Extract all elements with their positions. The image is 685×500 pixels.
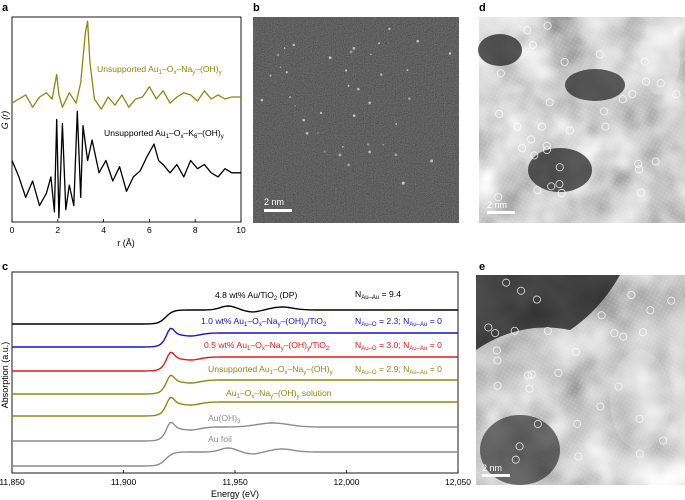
- panel-a-xtick-label: 4: [101, 225, 106, 235]
- series-label-unsupported: Unsupported Au1–Ox–Nay–(OH)y: [208, 364, 333, 376]
- series-label-1wt: 1.0 wt% Au1–Ox–Nay–(OH)y/TiO2: [201, 316, 327, 328]
- panel-a-frame: [11, 16, 242, 223]
- coord-annotation-1wt: NAu–O = 2.3; NAu–Au = 0: [355, 316, 442, 328]
- panel-a-xtick-label: 10: [236, 225, 246, 235]
- panel-c-xtick-label: 12,050: [445, 477, 471, 487]
- series-label-dp: 4.8 wt% Au/TiO2 (DP): [215, 290, 297, 302]
- panel-c-series-6: [12, 447, 458, 467]
- panel-a-xtick-label: 0: [10, 225, 15, 235]
- panel-c-xtick-label: 12,000: [334, 477, 360, 487]
- panel-c-series-5: [12, 421, 458, 442]
- coord-annotation-dp: NAu–Au = 9.4: [355, 289, 401, 301]
- panel-c-xtick-label: 11,950: [222, 477, 248, 487]
- panel-label-b: b: [253, 2, 260, 14]
- panel-c-xtick-label: 11,850: [0, 477, 25, 487]
- coord-annotation-unsupported: NAu–O = 2.9; NAu–Au = 0: [355, 364, 442, 376]
- panel-a-xlabel: r (Å): [117, 238, 135, 248]
- panel-c-series-2: [12, 351, 458, 372]
- panel-e-scale-label: 2 nm: [482, 463, 502, 473]
- panel-a-xtick-label: 6: [147, 225, 152, 235]
- series-label-solution: Au1–Ox–Nay–(OH)y solution: [226, 388, 332, 400]
- panel-d-scale-bar: [487, 211, 515, 214]
- panel-label-c: c: [2, 261, 8, 273]
- panel-d-image: 2 nm: [478, 17, 685, 223]
- panel-label-d: d: [479, 2, 486, 14]
- panel-a-xtick-label: 2: [55, 225, 60, 235]
- panel-c-xtick-label: 11,900: [111, 477, 137, 487]
- panel-c-series-0: [12, 305, 458, 325]
- panel-c-series-1: [12, 327, 458, 348]
- panel-c-ylabel: Absorption (a.u.): [0, 342, 10, 409]
- panel-a-ylabel: G (r): [0, 111, 10, 130]
- panel-c-series-3: [12, 374, 458, 395]
- panel-b-scale-bar: [264, 209, 292, 212]
- panel-c-series-4: [12, 396, 458, 417]
- panel-a-xtick-label: 8: [193, 225, 198, 235]
- panel-b-image: 2 nm: [253, 17, 459, 223]
- panel-a-series-0: [11, 20, 241, 110]
- series-label-auoh3: Au(OH)3: [208, 413, 241, 425]
- panel-a-label-na: Unsupported Au1–Ox–Nay–(OH)y: [97, 64, 222, 76]
- series-label-05wt: 0.5 wt% Au1–Ox–Nay–(OH)y/TiO2: [204, 340, 330, 352]
- panel-label-a: a: [2, 2, 9, 14]
- panel-b-scale-label: 2 nm: [264, 197, 284, 207]
- panel-a-chart: G (r) r (Å) Unsupported Au1–Ox–Nay–(OH)y…: [0, 16, 246, 248]
- coord-annotation-05wt: NAu–O = 3.0; NAu–Au = 0: [355, 340, 442, 352]
- panel-e-scale-bar: [482, 474, 510, 477]
- panel-a-series-1: [11, 110, 241, 219]
- panel-c-chart: Absorption (a.u.) Energy (eV) 4.8 wt% Au…: [0, 271, 471, 499]
- panel-c-xlabel: Energy (eV): [211, 489, 259, 499]
- panel-d-scale-label: 2 nm: [487, 200, 507, 210]
- series-label-aufoil: Au foil: [208, 434, 232, 444]
- panel-label-e: e: [479, 261, 485, 273]
- panel-a-label-k: Unsupported Au1–Ox–K6–(OH)y: [104, 128, 224, 140]
- panel-e-image: 2 nm: [476, 275, 685, 485]
